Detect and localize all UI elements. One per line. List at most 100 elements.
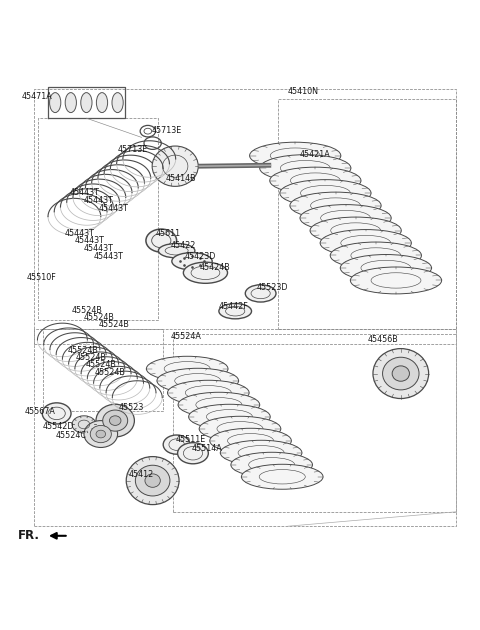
Text: 45410N: 45410N <box>288 88 319 96</box>
Ellipse shape <box>383 357 419 390</box>
Ellipse shape <box>361 260 411 276</box>
Ellipse shape <box>320 229 411 256</box>
Ellipse shape <box>351 248 401 263</box>
Ellipse shape <box>220 440 302 465</box>
Text: 45523: 45523 <box>119 403 144 411</box>
Ellipse shape <box>270 167 361 194</box>
Text: 45412: 45412 <box>129 470 154 479</box>
Text: 45542D: 45542D <box>42 422 74 431</box>
Ellipse shape <box>178 443 208 464</box>
Text: 45524B: 45524B <box>67 346 98 355</box>
Ellipse shape <box>96 404 134 437</box>
Ellipse shape <box>146 229 177 252</box>
Ellipse shape <box>199 416 281 441</box>
Ellipse shape <box>96 93 108 113</box>
Ellipse shape <box>330 242 421 269</box>
Ellipse shape <box>185 386 231 400</box>
Ellipse shape <box>300 185 350 201</box>
Ellipse shape <box>249 457 295 472</box>
Text: 45713E: 45713E <box>151 126 181 135</box>
Text: 45443T: 45443T <box>70 188 99 197</box>
Ellipse shape <box>109 416 121 425</box>
Text: 45511E: 45511E <box>175 435 205 444</box>
Ellipse shape <box>340 255 432 282</box>
Text: 45514A: 45514A <box>192 444 223 453</box>
Text: 45524B: 45524B <box>85 360 116 369</box>
Text: 45510F: 45510F <box>26 273 56 282</box>
Ellipse shape <box>260 155 351 181</box>
Ellipse shape <box>210 428 291 453</box>
Text: 45456B: 45456B <box>367 335 398 345</box>
Ellipse shape <box>157 369 239 393</box>
Ellipse shape <box>152 146 198 186</box>
Text: 45524A: 45524A <box>170 332 201 341</box>
Ellipse shape <box>392 366 409 381</box>
Ellipse shape <box>189 404 270 429</box>
Ellipse shape <box>311 198 360 213</box>
Ellipse shape <box>196 398 242 412</box>
Ellipse shape <box>206 410 252 424</box>
Ellipse shape <box>310 217 401 244</box>
Ellipse shape <box>290 173 340 188</box>
Ellipse shape <box>321 210 371 226</box>
Text: 45713E: 45713E <box>118 145 148 154</box>
Text: 45524B: 45524B <box>95 368 126 377</box>
Ellipse shape <box>163 435 190 454</box>
Text: 45524B: 45524B <box>84 313 115 322</box>
Ellipse shape <box>300 205 391 231</box>
Ellipse shape <box>90 425 111 443</box>
Ellipse shape <box>183 262 228 284</box>
Text: 45524B: 45524B <box>72 306 103 315</box>
Ellipse shape <box>81 93 92 113</box>
Ellipse shape <box>231 452 312 478</box>
Text: 45567A: 45567A <box>25 406 56 416</box>
Text: 45524B: 45524B <box>76 353 107 362</box>
Ellipse shape <box>280 180 371 207</box>
Text: 45611: 45611 <box>156 229 181 238</box>
Ellipse shape <box>172 253 212 270</box>
Ellipse shape <box>270 148 320 163</box>
Text: 45414B: 45414B <box>166 174 196 183</box>
Text: 45421A: 45421A <box>300 150 331 159</box>
Ellipse shape <box>245 285 276 302</box>
Ellipse shape <box>219 304 252 319</box>
Text: 45423D: 45423D <box>185 252 216 261</box>
Text: 45442F: 45442F <box>218 302 248 311</box>
Ellipse shape <box>146 357 228 381</box>
Text: 45443T: 45443T <box>84 244 114 253</box>
Text: 45471A: 45471A <box>22 92 52 101</box>
Ellipse shape <box>178 392 260 417</box>
Ellipse shape <box>145 474 160 488</box>
Ellipse shape <box>228 433 274 448</box>
Ellipse shape <box>168 381 249 405</box>
Ellipse shape <box>341 236 391 251</box>
Ellipse shape <box>84 421 118 447</box>
Ellipse shape <box>350 267 442 294</box>
Text: 45424B: 45424B <box>199 263 230 272</box>
Ellipse shape <box>371 273 421 288</box>
Ellipse shape <box>250 142 341 169</box>
Ellipse shape <box>217 421 263 436</box>
Text: 45524C: 45524C <box>55 432 86 440</box>
Ellipse shape <box>42 403 71 424</box>
Ellipse shape <box>373 348 429 399</box>
Text: 45443T: 45443T <box>74 236 104 245</box>
Text: 45443T: 45443T <box>65 229 95 238</box>
Ellipse shape <box>135 465 170 496</box>
Ellipse shape <box>175 374 221 388</box>
Ellipse shape <box>126 457 179 505</box>
Text: 45443T: 45443T <box>94 252 123 261</box>
Ellipse shape <box>112 93 123 113</box>
Ellipse shape <box>49 93 61 113</box>
Ellipse shape <box>72 416 96 433</box>
Ellipse shape <box>65 93 76 113</box>
Text: FR.: FR. <box>18 529 40 542</box>
Ellipse shape <box>238 445 284 460</box>
Ellipse shape <box>259 469 305 484</box>
Text: 45524B: 45524B <box>98 320 129 329</box>
Ellipse shape <box>96 430 106 438</box>
Ellipse shape <box>241 464 323 490</box>
Ellipse shape <box>280 161 330 176</box>
Ellipse shape <box>158 243 195 258</box>
Ellipse shape <box>103 410 128 431</box>
